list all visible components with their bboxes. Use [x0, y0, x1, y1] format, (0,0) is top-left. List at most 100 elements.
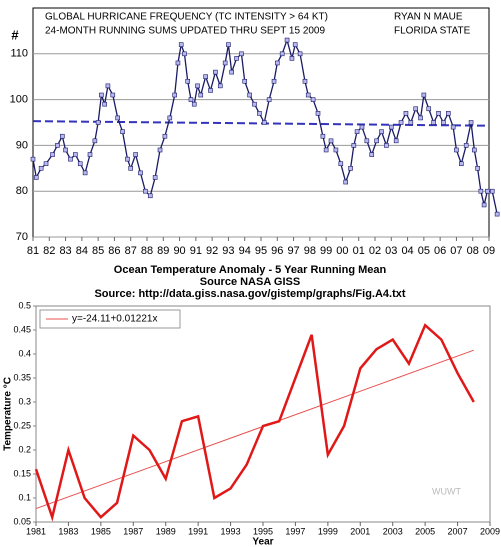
marker — [162, 133, 168, 139]
marker — [494, 211, 500, 217]
marker — [213, 69, 218, 75]
marker — [229, 69, 234, 75]
marker — [50, 152, 55, 157]
marker — [297, 51, 303, 57]
marker — [343, 179, 348, 185]
y-tick-label: 70 — [16, 231, 28, 243]
marker — [152, 175, 158, 180]
x-tick-label: 92 — [206, 245, 218, 257]
data-line — [34, 323, 475, 522]
marker — [310, 97, 316, 102]
y-tick-label: 0.5 — [18, 300, 31, 310]
marker — [92, 138, 98, 144]
marker — [239, 51, 244, 57]
y-tick-label: 0.25 — [13, 420, 31, 430]
x-tick-label: 2007 — [448, 526, 468, 536]
marker — [77, 161, 83, 167]
x-tick-label: 02 — [369, 245, 381, 257]
marker — [475, 166, 480, 171]
x-tick-label: 90 — [173, 245, 185, 257]
marker — [99, 92, 104, 98]
x-tick-label: 05 — [418, 245, 430, 257]
x-tick-label: 93 — [222, 245, 234, 257]
marker — [60, 133, 65, 139]
marker — [485, 188, 490, 194]
x-tick-label: 04 — [401, 245, 413, 257]
chart-title: Ocean Temperature Anomaly - 5 Year Runni… — [114, 264, 387, 276]
marker — [323, 147, 329, 153]
marker — [30, 156, 36, 162]
marker — [478, 188, 484, 194]
chart-subtitle: Source: http://data.giss.nasa.gov/gistem… — [94, 288, 405, 300]
marker — [441, 120, 446, 125]
marker — [454, 147, 459, 153]
marker — [82, 170, 88, 176]
x-tick-label: 1981 — [26, 526, 46, 536]
trend-line — [35, 349, 474, 510]
y-axis-label: # — [11, 27, 19, 42]
marker — [379, 129, 384, 134]
marker — [115, 115, 120, 121]
x-tick-label: 2009 — [480, 526, 500, 536]
x-tick-label: 07 — [450, 245, 462, 257]
marker — [257, 111, 262, 116]
x-tick-label: 85 — [92, 245, 104, 257]
marker — [302, 78, 308, 84]
marker — [188, 97, 194, 102]
plot-area — [35, 305, 491, 523]
marker — [43, 161, 49, 167]
marker — [359, 124, 365, 130]
x-tick-label: 96 — [271, 245, 283, 257]
marker — [274, 60, 280, 66]
marker — [252, 101, 257, 107]
marker — [147, 193, 153, 199]
marker — [157, 147, 163, 153]
marker — [178, 42, 184, 47]
marker — [489, 188, 495, 194]
y-tick-label: 0.05 — [13, 516, 31, 526]
marker — [445, 111, 451, 116]
x-tick-label: 1995 — [253, 526, 273, 536]
x-tick-label: 1997 — [285, 526, 305, 536]
marker — [198, 92, 204, 98]
marker — [450, 124, 456, 130]
x-tick-label: 91 — [190, 245, 202, 257]
y-tick-label: 110 — [10, 48, 28, 60]
marker — [348, 166, 353, 171]
marker — [459, 161, 464, 167]
marker — [315, 111, 321, 116]
x-tick-label: 94 — [239, 245, 251, 257]
marker — [203, 74, 208, 79]
marker — [217, 83, 223, 89]
x-tick-label: 84 — [76, 245, 88, 257]
x-tick-label: 2001 — [350, 526, 370, 536]
chart-title: GLOBAL HURRICANE FREQUENCY (TC INTENSITY… — [45, 12, 328, 23]
marker — [138, 170, 143, 176]
marker — [292, 42, 298, 47]
marker — [195, 83, 200, 89]
marker — [398, 120, 404, 125]
x-tick-label: 86 — [108, 245, 120, 257]
marker — [436, 111, 441, 116]
marker — [364, 138, 370, 144]
marker — [426, 106, 432, 112]
marker — [247, 92, 252, 98]
x-tick-label: 1999 — [318, 526, 338, 536]
marker — [418, 115, 423, 121]
y-tick-label: 0.15 — [13, 468, 31, 478]
marker — [234, 56, 239, 61]
marker — [354, 129, 360, 134]
marker — [421, 92, 427, 98]
marker — [120, 129, 125, 134]
x-tick-label: 03 — [385, 245, 397, 257]
y-tick-label: 0.3 — [18, 396, 31, 406]
legend-label: y=-24.11+0.01221x — [72, 314, 157, 325]
marker — [128, 166, 134, 171]
marker — [374, 138, 379, 144]
marker — [222, 60, 228, 66]
y-tick-label: 0.4 — [18, 348, 31, 358]
x-tick-label: 1987 — [123, 526, 143, 536]
marker — [208, 88, 213, 93]
y-tick-label: 0.45 — [13, 324, 31, 334]
marker — [226, 42, 231, 47]
